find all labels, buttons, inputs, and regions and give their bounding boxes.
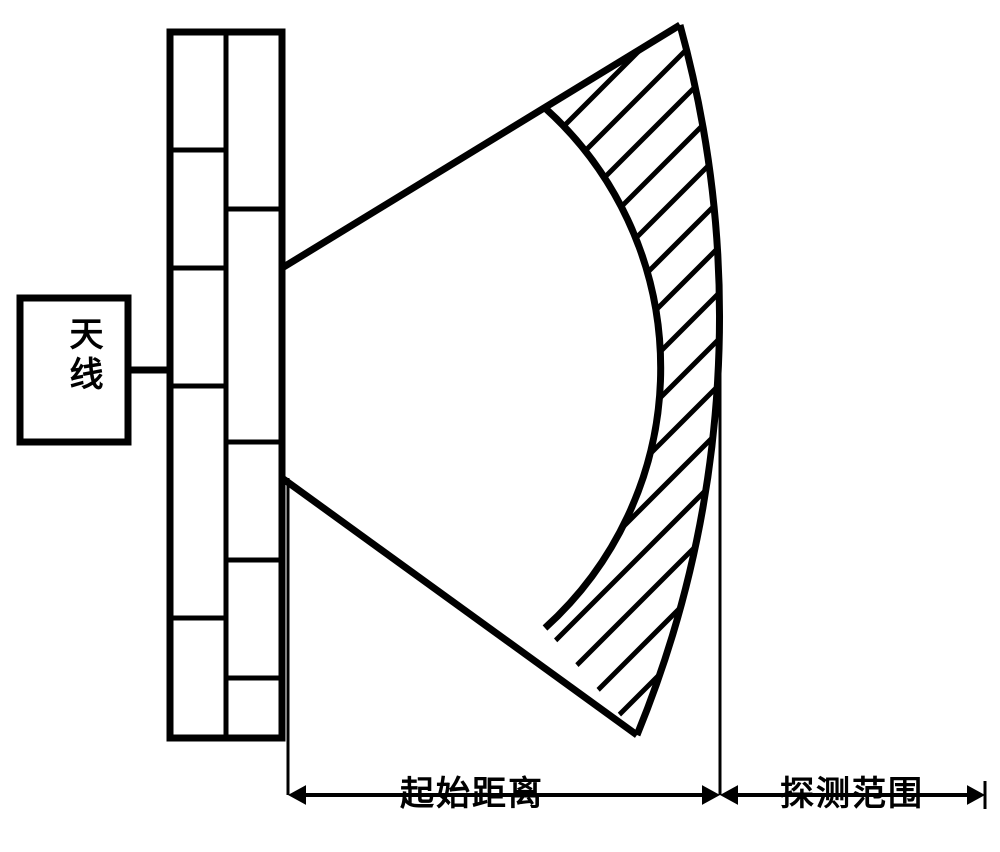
diagram-svg [0,0,1000,852]
antenna-label: 天线 [58,316,107,396]
diagram-canvas: 天线 起始距离 探测范围 [0,0,1000,852]
start-distance-label: 起始距离 [400,766,544,815]
detection-range-label: 探测范围 [780,766,924,815]
